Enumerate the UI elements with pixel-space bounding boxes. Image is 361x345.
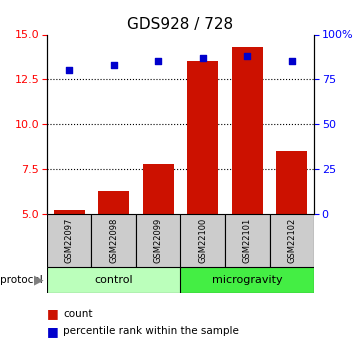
Bar (276, 151, 307, 214)
Bar (225, 214, 270, 267)
Point (155, 59, 161, 64)
Text: GSM22101: GSM22101 (243, 218, 252, 263)
Title: GDS928 / 728: GDS928 / 728 (127, 17, 234, 32)
Point (289, 59, 295, 64)
Point (66, 68, 72, 73)
Text: GSM22100: GSM22100 (198, 218, 207, 263)
Text: protocol: protocol (0, 275, 43, 285)
Point (111, 62, 117, 68)
Bar (180, 267, 314, 293)
Point (200, 55, 206, 61)
Bar (187, 61, 218, 214)
Text: ■: ■ (47, 307, 59, 321)
Bar (232, 47, 263, 214)
Bar (136, 214, 180, 267)
Bar (91, 214, 136, 267)
Point (244, 53, 250, 59)
Text: GSM22099: GSM22099 (154, 218, 163, 263)
Text: percentile rank within the sample: percentile rank within the sample (63, 326, 239, 336)
Text: GSM22102: GSM22102 (287, 218, 296, 263)
Bar (143, 164, 174, 214)
Text: GSM22097: GSM22097 (65, 218, 74, 263)
Bar (180, 214, 225, 267)
Text: ■: ■ (47, 325, 59, 338)
Text: control: control (95, 275, 133, 285)
Text: ▶: ▶ (34, 274, 44, 287)
Bar (270, 214, 314, 267)
Bar (98, 190, 129, 214)
Text: microgravity: microgravity (212, 275, 283, 285)
Text: count: count (63, 309, 93, 319)
Bar (53, 210, 85, 214)
Bar (47, 214, 91, 267)
Text: GSM22098: GSM22098 (109, 218, 118, 263)
Bar (47, 267, 180, 293)
